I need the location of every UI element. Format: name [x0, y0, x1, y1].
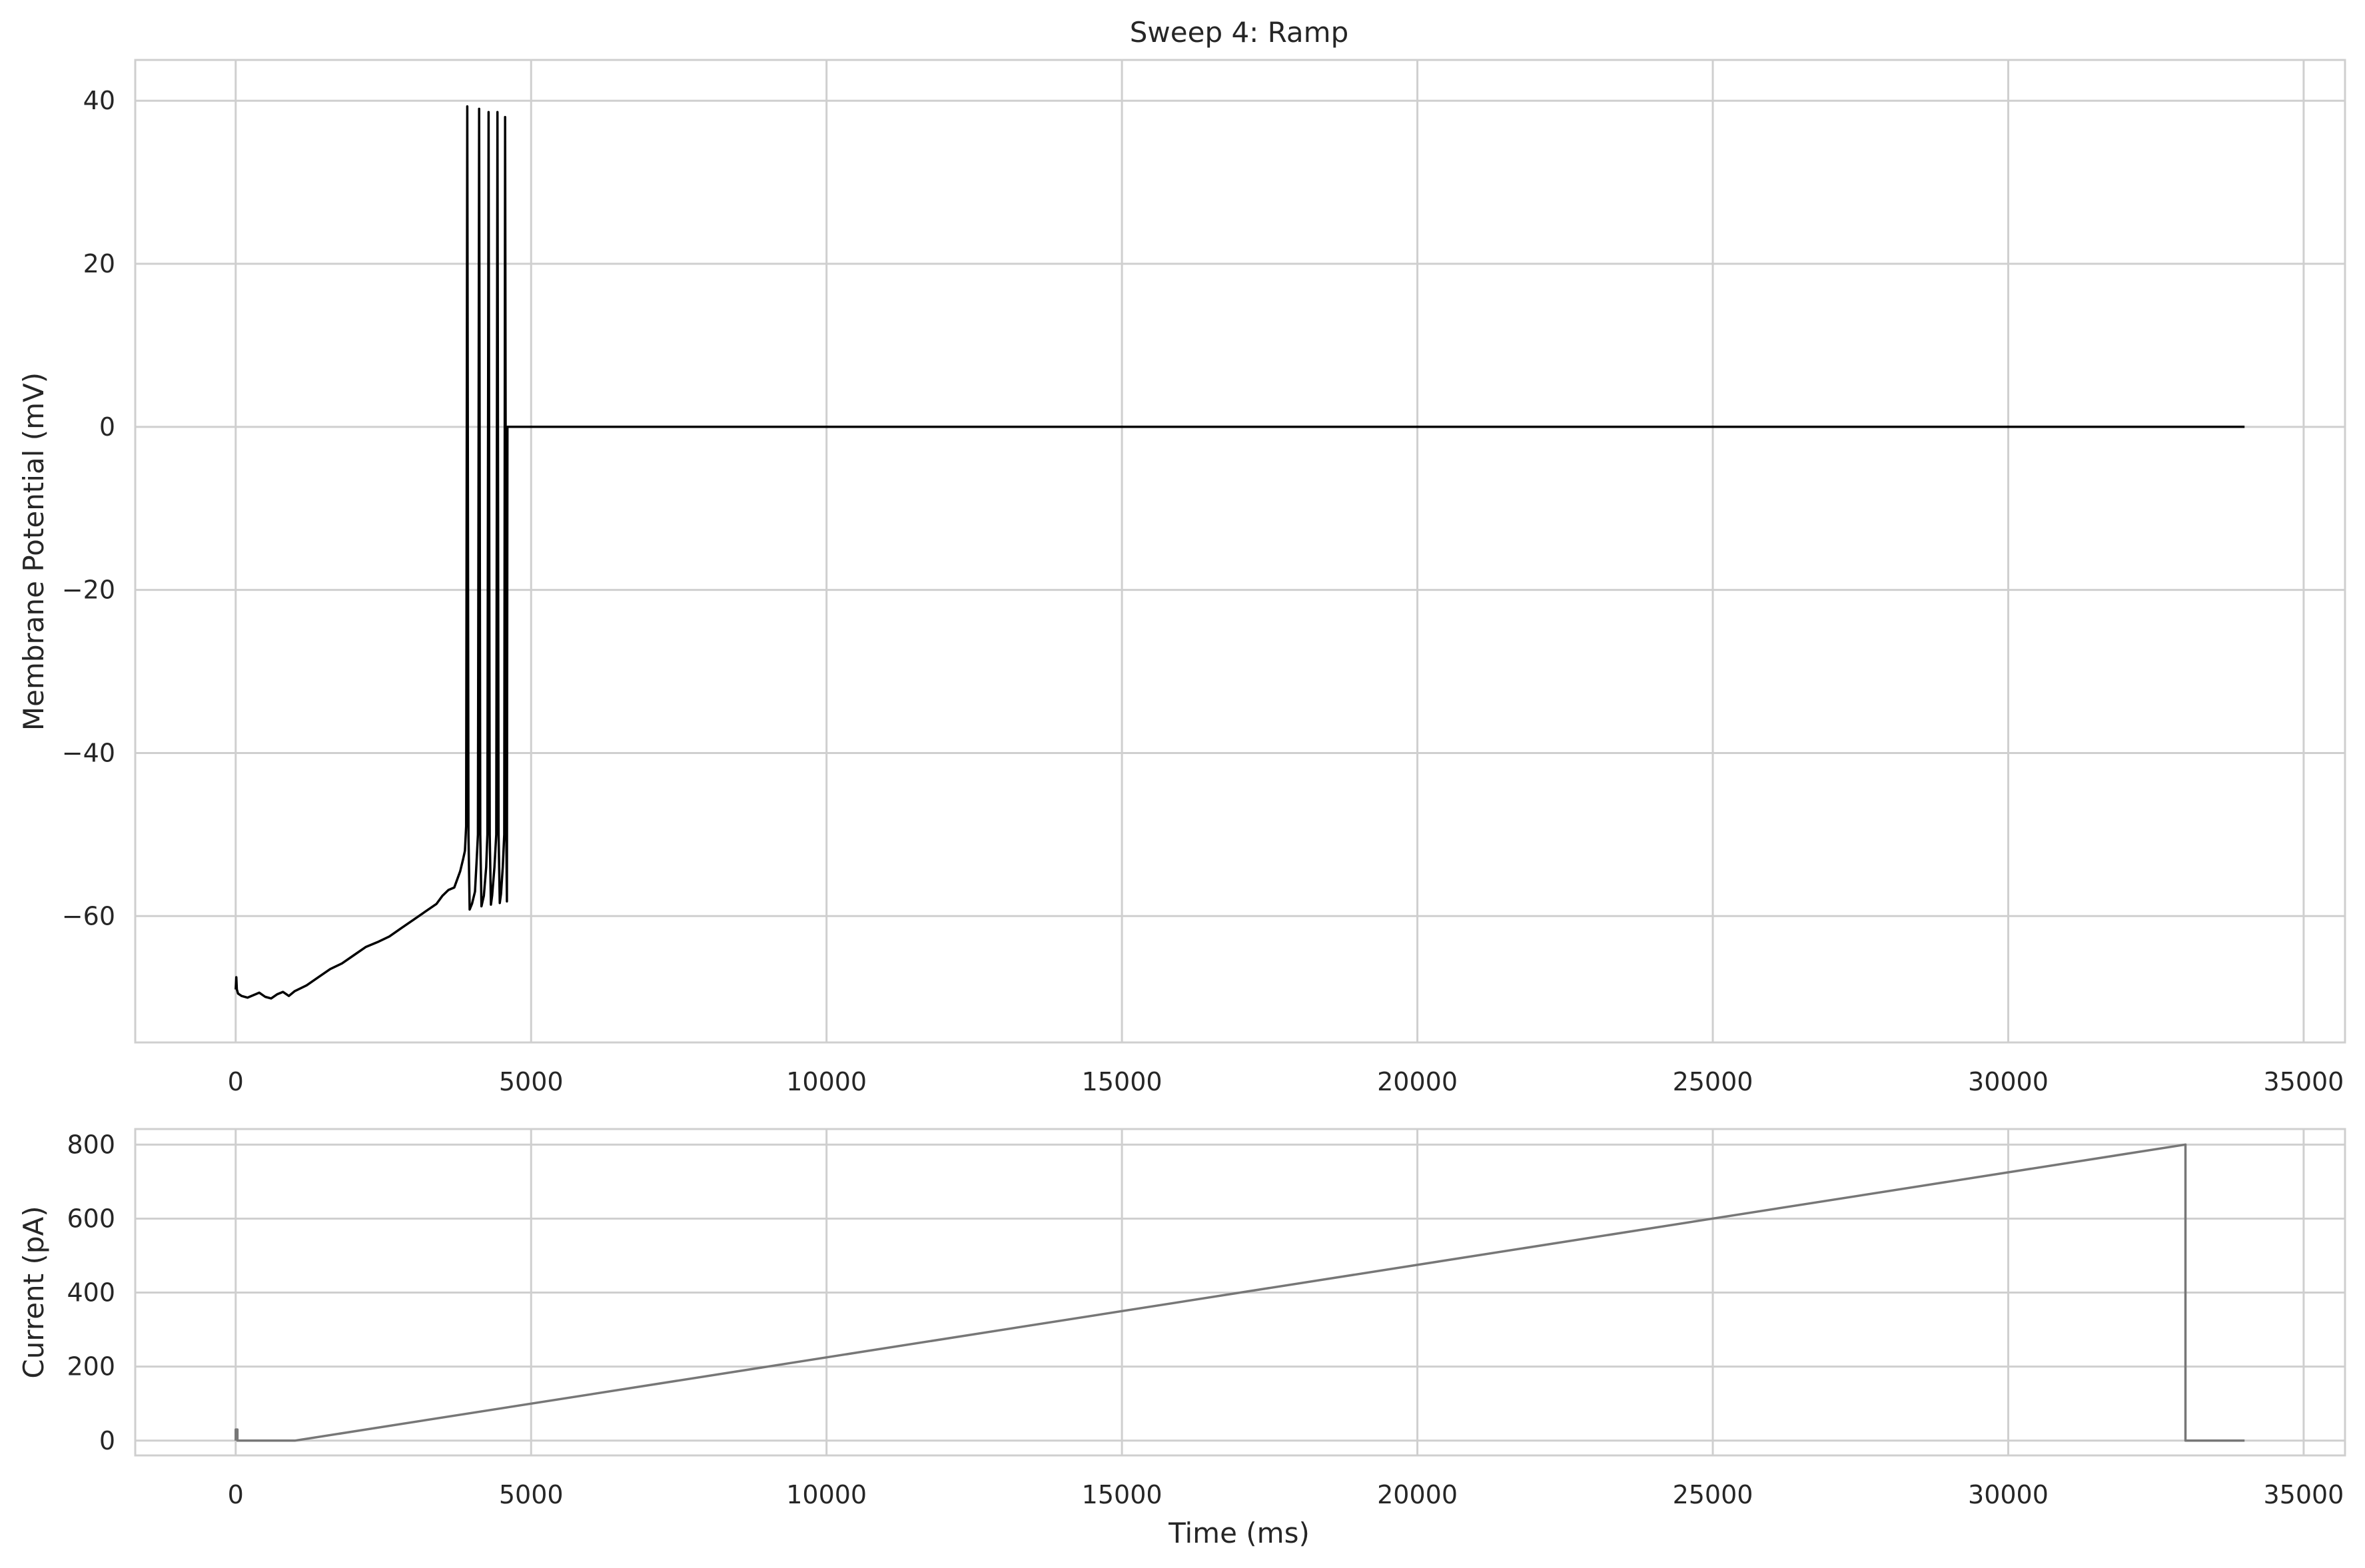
- x-tick-label: 20000: [1377, 1480, 1458, 1509]
- bottom-y-axis-label: Current (pA): [17, 1206, 50, 1378]
- x-tick-label: 30000: [1968, 1480, 2049, 1509]
- y-tick-label: 600: [67, 1204, 115, 1233]
- current-trace: [235, 1143, 2245, 1442]
- bottom-gridlines: [135, 1129, 2345, 1455]
- x-tick-label: 20000: [1377, 1067, 1458, 1096]
- chart-title: Sweep 4: Ramp: [1130, 16, 1349, 49]
- y-tick-label: 200: [67, 1352, 115, 1381]
- y-tick-label: −40: [62, 738, 115, 767]
- current-panel: 0 200 400 600 800 0 5000 10000 15000 20000 25000 3…: [17, 1128, 2346, 1549]
- x-axis-label: Time (ms): [1168, 1517, 1310, 1549]
- top-y-axis-label: Membrane Potential (mV): [17, 372, 50, 731]
- bottom-plot-frame: [134, 1128, 2346, 1457]
- x-tick-label: 10000: [786, 1067, 867, 1096]
- x-tick-label: 25000: [1673, 1067, 1753, 1096]
- x-tick-label: 15000: [1082, 1480, 1163, 1509]
- y-tick-label: −60: [62, 901, 115, 931]
- y-tick-label: −20: [62, 576, 115, 605]
- x-tick-label: 5000: [499, 1067, 564, 1096]
- membrane-potential-panel: −60 −40 −20 0 20 40 0 5000 10000 15000 20000 25000…: [17, 59, 2346, 1096]
- x-tick-label: 5000: [499, 1480, 564, 1509]
- x-tick-label: 0: [228, 1067, 244, 1096]
- y-tick-label: 20: [83, 249, 115, 278]
- y-tick-label: 0: [99, 412, 115, 442]
- x-tick-label: 0: [228, 1480, 244, 1509]
- x-tick-label: 35000: [2263, 1480, 2344, 1509]
- x-tick-label: 15000: [1082, 1067, 1163, 1096]
- x-tick-label: 25000: [1673, 1480, 1753, 1509]
- x-tick-label: 10000: [786, 1480, 867, 1509]
- bottom-x-tick-labels: 0 5000 10000 15000 20000 25000 30000 35000: [228, 1480, 2344, 1509]
- x-tick-label: 35000: [2263, 1067, 2344, 1096]
- membrane-potential-trace: [235, 105, 2245, 1000]
- y-tick-label: 800: [67, 1130, 115, 1159]
- y-tick-label: 40: [83, 86, 115, 115]
- bottom-y-tick-labels: 0 200 400 600 800: [67, 1130, 115, 1455]
- top-plot-frame: [134, 59, 2346, 1044]
- top-y-tick-labels: −60 −40 −20 0 20 40: [62, 86, 115, 931]
- y-tick-label: 400: [67, 1278, 115, 1308]
- y-tick-label: 0: [99, 1426, 115, 1455]
- top-x-tick-labels: 0 5000 10000 15000 20000 25000 30000 35000: [228, 1067, 2344, 1096]
- x-tick-label: 30000: [1968, 1067, 2049, 1096]
